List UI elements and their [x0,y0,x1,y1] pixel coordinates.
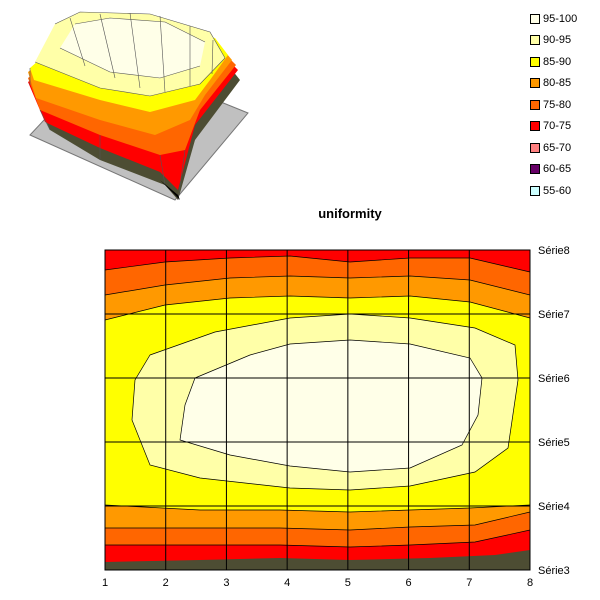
legend-label: 65-70 [543,141,572,154]
legend-item: 80-85 [530,73,598,95]
legend: 95-100 90-95 85-90 80-85 75-80 70-75 65-… [530,8,598,202]
x-tick-label: 3 [223,577,229,589]
legend-label: 55-60 [543,184,572,197]
legend-label: 95-100 [543,12,578,25]
contour-bands [105,250,530,570]
x-tick-label: 7 [466,577,472,589]
x-tick-label: 5 [345,577,351,589]
legend-item: 60-65 [530,159,598,181]
legend-swatch [530,185,540,196]
y-tick-label: Série7 [538,309,570,321]
legend-label: 80-85 [543,77,572,90]
x-tick-label: 8 [527,577,533,589]
contour-band [180,340,482,472]
legend-label: 85-90 [543,55,572,68]
legend-item: 65-70 [530,137,598,159]
legend-label: 75-80 [543,98,572,111]
legend-swatch [530,78,540,89]
legend-swatch [530,35,540,46]
legend-swatch [530,142,540,153]
y-tick-label: Série3 [538,565,570,577]
legend-item: 95-100 [530,8,598,30]
y-tick-label: Série4 [538,501,570,513]
x-axis-ticks: 1 2 3 4 5 6 7 8 [102,577,533,589]
legend-item: 55-60 [530,180,598,202]
y-tick-label: Série5 [538,437,570,449]
x-tick-label: 6 [406,577,412,589]
legend-item: 75-80 [530,94,598,116]
surface-3d-plot [28,11,249,201]
legend-swatch [530,56,540,67]
plot-frame [104,249,531,571]
y-tick-label: Série8 [538,245,570,257]
legend-label: 90-95 [543,34,572,47]
legend-label: 60-65 [543,163,572,176]
y-axis-ticks: Série3 Série4 Série5 Série6 Série7 Série8 [538,245,570,577]
x-tick-label: 1 [102,577,108,589]
legend-item: 70-75 [530,116,598,138]
legend-item: 90-95 [530,30,598,52]
legend-swatch [530,13,540,24]
chart-title: uniformity [318,206,382,221]
x-tick-label: 2 [163,577,169,589]
x-tick-label: 4 [284,577,290,589]
legend-swatch [530,99,540,110]
legend-label: 70-75 [543,120,572,133]
y-tick-label: Série6 [538,373,570,385]
contour-lines [104,255,531,548]
legend-swatch [530,121,540,132]
legend-swatch [530,164,540,175]
legend-item: 85-90 [530,51,598,73]
